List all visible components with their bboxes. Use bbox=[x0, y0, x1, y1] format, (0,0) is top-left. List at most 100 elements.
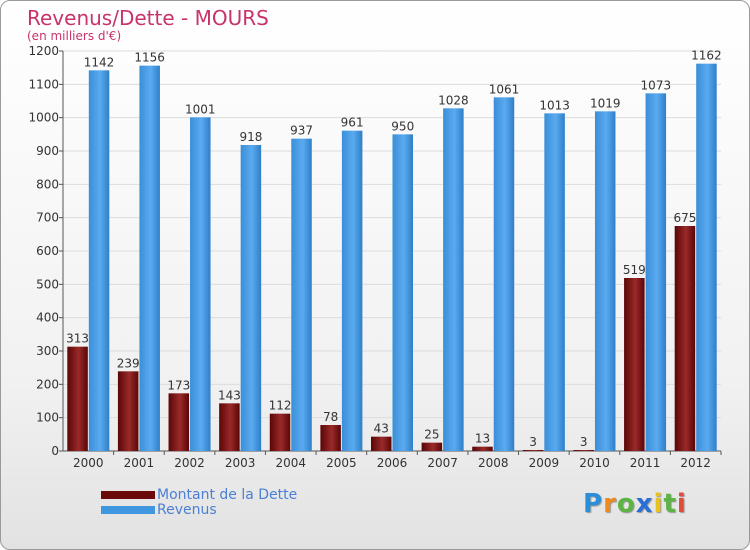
bar-dette bbox=[168, 393, 190, 451]
x-tick-label: 2002 bbox=[174, 456, 205, 470]
legend-swatch-revenus bbox=[101, 505, 155, 514]
data-label-revenus: 918 bbox=[239, 130, 262, 144]
bar-revenus bbox=[341, 130, 363, 451]
data-label-dette: 78 bbox=[323, 410, 338, 424]
x-tick-label: 2008 bbox=[478, 456, 509, 470]
x-tick-label: 2006 bbox=[377, 456, 408, 470]
x-tick-label: 2003 bbox=[225, 456, 256, 470]
bar-dette bbox=[522, 450, 544, 451]
x-tick-label: 2012 bbox=[680, 456, 711, 470]
data-label-dette: 3 bbox=[529, 435, 537, 449]
y-tick-label: 400 bbox=[36, 311, 59, 325]
data-label-revenus: 1162 bbox=[691, 49, 722, 63]
x-tick-label: 2009 bbox=[529, 456, 560, 470]
bar-revenus bbox=[139, 65, 160, 452]
bar-revenus bbox=[392, 134, 413, 452]
data-label-revenus: 1013 bbox=[539, 98, 570, 112]
chart-subtitle: (en milliers d'€) bbox=[27, 29, 122, 43]
bar-revenus bbox=[240, 145, 262, 451]
data-label-dette: 239 bbox=[117, 356, 140, 370]
y-tick-label: 600 bbox=[36, 244, 59, 258]
data-label-revenus: 1073 bbox=[641, 78, 672, 92]
data-label-dette: 675 bbox=[673, 211, 696, 225]
data-label-dette: 13 bbox=[475, 432, 490, 446]
data-label-revenus: 1142 bbox=[84, 55, 115, 69]
bar-dette bbox=[320, 425, 341, 451]
logo-letter: i bbox=[653, 489, 664, 519]
bar-revenus bbox=[544, 113, 565, 451]
data-label-dette: 143 bbox=[218, 388, 241, 402]
legend-swatch-debt bbox=[101, 490, 155, 499]
logo-letter: P bbox=[583, 489, 604, 519]
bar-dette bbox=[624, 278, 645, 451]
data-label-dette: 3 bbox=[580, 435, 588, 449]
y-tick-label: 800 bbox=[36, 177, 59, 191]
data-label-revenus: 1019 bbox=[590, 96, 621, 110]
data-label-dette: 25 bbox=[424, 428, 439, 442]
labels-layer: 3131142239115617310011439181129377896143… bbox=[66, 49, 722, 449]
y-tick-label: 200 bbox=[36, 377, 59, 391]
y-tick-label: 900 bbox=[36, 144, 59, 158]
x-tick-label: 2007 bbox=[427, 456, 458, 470]
data-label-revenus: 961 bbox=[341, 116, 364, 130]
data-label-revenus: 1061 bbox=[489, 82, 520, 96]
bar-dette bbox=[472, 446, 493, 451]
x-tick-label: 2011 bbox=[630, 456, 661, 470]
y-tick-label: 1000 bbox=[28, 111, 59, 125]
bar-revenus bbox=[291, 138, 312, 451]
bar-dette bbox=[269, 413, 291, 451]
logo-letter: x bbox=[635, 489, 654, 519]
x-tick-label: 2005 bbox=[326, 456, 357, 470]
legend: Montant de la Dette Revenus bbox=[101, 486, 298, 518]
y-tick-label: 300 bbox=[36, 344, 59, 358]
y-tick-label: 1200 bbox=[28, 44, 59, 58]
legend-label-revenus: Revenus bbox=[157, 501, 217, 518]
logo-letter: i bbox=[676, 489, 687, 519]
data-label-revenus: 1156 bbox=[134, 51, 165, 65]
data-label-revenus: 1028 bbox=[438, 93, 469, 107]
bar-dette bbox=[219, 403, 240, 451]
bar-revenus bbox=[645, 93, 667, 451]
y-tick-label: 700 bbox=[36, 211, 59, 225]
bar-dette bbox=[674, 226, 696, 451]
y-tick-label: 0 bbox=[51, 444, 59, 458]
bar-revenus bbox=[443, 108, 464, 451]
bar-revenus bbox=[190, 117, 211, 451]
data-label-dette: 173 bbox=[167, 378, 190, 392]
logo-letter: t bbox=[663, 489, 677, 519]
data-label-revenus: 937 bbox=[290, 124, 313, 138]
grid-layer bbox=[63, 50, 721, 452]
logo-letter: o bbox=[616, 489, 636, 519]
legend-label-debt: Montant de la Dette bbox=[157, 486, 298, 503]
legend-item-debt: Montant de la Dette bbox=[101, 486, 298, 503]
bars-layer bbox=[67, 63, 717, 452]
logo-letter: r bbox=[603, 489, 617, 519]
bar-revenus bbox=[594, 111, 616, 451]
data-label-revenus: 950 bbox=[391, 119, 414, 133]
x-tick-label: 2010 bbox=[579, 456, 610, 470]
y-tick-label: 100 bbox=[36, 411, 59, 425]
bar-revenus bbox=[696, 63, 717, 452]
data-label-dette: 112 bbox=[269, 399, 292, 413]
bar-revenus bbox=[493, 97, 515, 451]
bar-dette bbox=[573, 450, 594, 451]
axis-layer: 0 100 200 300 400 500 600 700 800 900 1000 1100 1200… bbox=[28, 44, 722, 470]
bar-dette bbox=[421, 442, 443, 451]
proxiti-logo: Proxiti bbox=[583, 489, 687, 519]
bar-dette bbox=[67, 346, 88, 451]
data-label-revenus: 1001 bbox=[185, 102, 216, 116]
data-label-dette: 313 bbox=[66, 332, 89, 346]
bar-revenus bbox=[88, 70, 110, 451]
data-label-dette: 43 bbox=[374, 422, 389, 436]
data-label-dette: 519 bbox=[623, 263, 646, 277]
y-tick-label: 500 bbox=[36, 277, 59, 291]
x-tick-label: 2000 bbox=[73, 456, 104, 470]
bar-dette bbox=[117, 371, 139, 451]
x-tick-label: 2004 bbox=[275, 456, 306, 470]
x-tick-label: 2001 bbox=[124, 456, 155, 470]
legend-item-revenus: Revenus bbox=[101, 501, 297, 518]
bar-dette bbox=[371, 436, 392, 451]
y-tick-label: 1100 bbox=[28, 77, 59, 91]
